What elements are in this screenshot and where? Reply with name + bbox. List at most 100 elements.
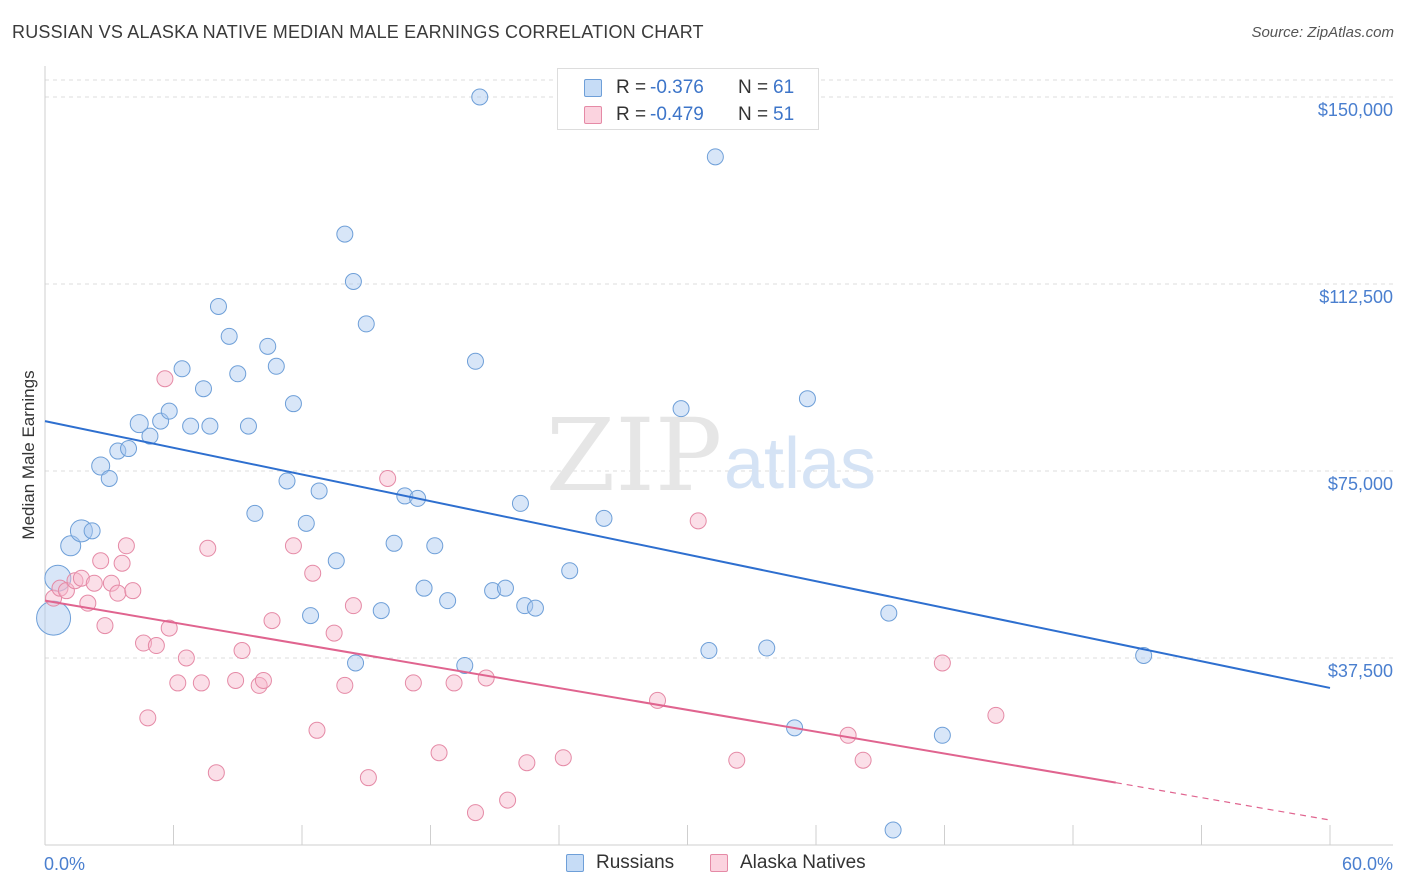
chart-title: RUSSIAN VS ALASKA NATIVE MEDIAN MALE EAR… bbox=[12, 22, 704, 42]
russians-point bbox=[91, 456, 111, 476]
russians-point bbox=[933, 726, 951, 744]
alaska-native-point bbox=[177, 649, 195, 667]
alaska-native-point bbox=[689, 512, 707, 530]
alaska-native-point bbox=[199, 539, 217, 557]
russians-point bbox=[516, 597, 534, 615]
watermark: ZIP atlas bbox=[546, 397, 876, 514]
alaska-native-point bbox=[169, 674, 187, 692]
legend-r-value: -0.376 bbox=[650, 77, 704, 98]
russians-point bbox=[357, 315, 375, 333]
russians-point bbox=[415, 579, 433, 597]
alaska-native-point bbox=[147, 637, 165, 655]
russians-point bbox=[297, 514, 315, 532]
russians-point bbox=[302, 607, 320, 625]
russians-point bbox=[511, 494, 529, 512]
alaska-native-point bbox=[344, 597, 362, 615]
watermark-atlas: atlas bbox=[724, 424, 876, 504]
correlation-legend: R = -0.376 N = 61 R = -0.479 N = 51 bbox=[557, 68, 819, 130]
russians-point bbox=[484, 582, 502, 600]
russians-point bbox=[466, 352, 484, 370]
russians-point bbox=[758, 639, 776, 657]
alaska-native-point bbox=[477, 669, 495, 687]
russians-point bbox=[798, 390, 816, 408]
alaska-native-point bbox=[96, 617, 114, 635]
alaska-native-point bbox=[518, 754, 536, 772]
alaska-native-trend-extension bbox=[1115, 782, 1331, 821]
alaska-native-point bbox=[284, 537, 302, 555]
alaska-native-point bbox=[263, 612, 281, 630]
alaska-native-point bbox=[102, 574, 120, 592]
russians-point bbox=[561, 562, 579, 580]
russians-point bbox=[456, 656, 474, 674]
russians-point bbox=[267, 357, 285, 375]
russians-point bbox=[385, 534, 403, 552]
russians-point bbox=[347, 654, 365, 672]
y-axis-label: Median Male Earnings bbox=[19, 370, 38, 539]
russians-point bbox=[109, 442, 127, 460]
russians-point bbox=[83, 522, 101, 540]
alaska-native-trend-line bbox=[44, 599, 1117, 784]
russians-point bbox=[672, 400, 690, 418]
russians-point bbox=[201, 417, 219, 435]
russians-point bbox=[141, 427, 159, 445]
alaska-native-point bbox=[254, 671, 272, 689]
legend-n-value: 51 bbox=[773, 104, 795, 125]
y-tick-label: $37,500 bbox=[1328, 661, 1393, 681]
russians-point bbox=[595, 509, 613, 527]
alaska-native-point bbox=[430, 744, 448, 762]
russians-trend-line bbox=[44, 420, 1331, 689]
y-tick-label: $75,000 bbox=[1328, 474, 1393, 494]
alaska-native-point bbox=[124, 582, 142, 600]
gridlines bbox=[45, 79, 1393, 659]
bottom-swatch-alaska bbox=[710, 854, 728, 872]
alaska-native-point bbox=[233, 642, 251, 660]
russians-point bbox=[246, 504, 264, 522]
axes bbox=[44, 66, 1393, 846]
legend-r-label: R = bbox=[616, 104, 647, 125]
russians-point bbox=[100, 469, 118, 487]
source-label: Source: ZipAtlas.com bbox=[1251, 24, 1394, 41]
alaska-native-point bbox=[554, 749, 572, 767]
russians-point bbox=[880, 604, 898, 622]
alaska-native-point bbox=[336, 676, 354, 694]
russians-point bbox=[129, 414, 149, 434]
alaska-native-point bbox=[466, 804, 484, 822]
alaska-native-point bbox=[109, 584, 127, 602]
x-tick-label-max: 60.0% bbox=[1342, 854, 1393, 874]
legend-n-label: N = bbox=[738, 77, 769, 98]
alaska-native-point bbox=[359, 769, 377, 787]
alaska-native-point bbox=[192, 674, 210, 692]
alaska-native-point bbox=[445, 674, 463, 692]
alaska-native-point bbox=[117, 537, 135, 555]
x-tick-label-min: 0.0% bbox=[44, 854, 85, 874]
axis-labels: Median Male Earnings $37,500 $75,000 $112,… bbox=[19, 100, 1393, 874]
russians-point bbox=[310, 482, 328, 500]
russians-point bbox=[884, 821, 902, 839]
russians-point bbox=[278, 472, 296, 490]
alaska-native-point bbox=[933, 654, 951, 672]
legend-n-label: N = bbox=[738, 104, 769, 125]
alaska-native-point bbox=[854, 751, 872, 769]
russians-point bbox=[120, 440, 138, 458]
legend-r-label: R = bbox=[616, 77, 647, 98]
russians-point bbox=[284, 395, 302, 413]
alaska-native-point bbox=[207, 764, 225, 782]
alaska-native-point bbox=[379, 469, 397, 487]
russians-point bbox=[706, 148, 724, 166]
russians-point bbox=[372, 602, 390, 620]
russians-point bbox=[194, 380, 212, 398]
russians-point bbox=[344, 273, 362, 291]
alaska-native-point bbox=[728, 751, 746, 769]
russians-point bbox=[336, 225, 354, 243]
alaska-native-point bbox=[499, 791, 517, 809]
legend-swatch-alaska bbox=[584, 106, 602, 124]
alaska-native-point bbox=[72, 569, 90, 587]
russians-point bbox=[327, 552, 345, 570]
russians-point bbox=[496, 579, 514, 597]
russians-point bbox=[1135, 647, 1153, 665]
alaska-native-point bbox=[987, 706, 1005, 724]
alaska-native-point bbox=[160, 619, 178, 637]
russians-point bbox=[700, 642, 718, 660]
alaska-native-point bbox=[156, 370, 174, 388]
